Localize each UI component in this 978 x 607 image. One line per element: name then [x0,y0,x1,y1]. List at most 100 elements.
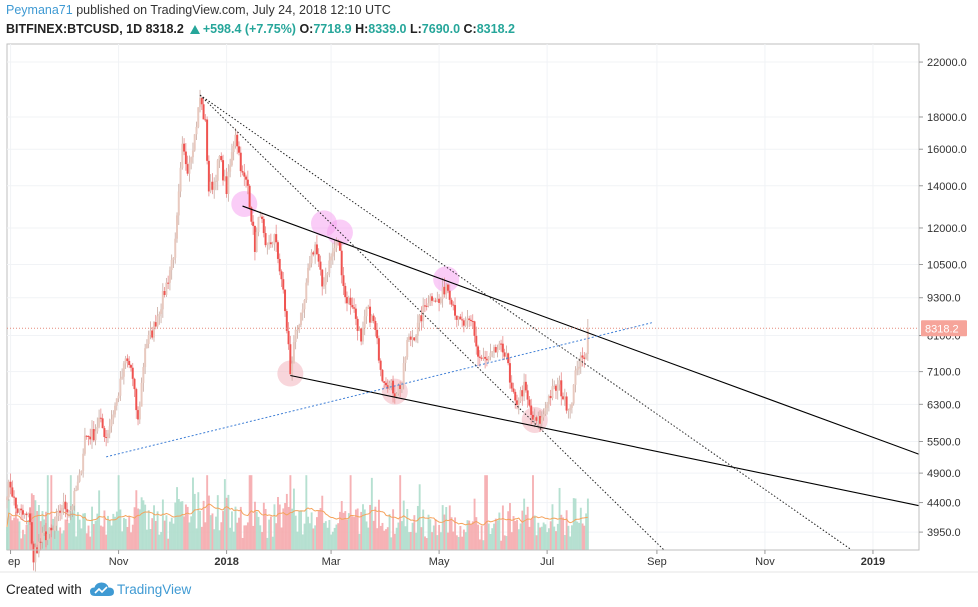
volume-bar [186,506,189,550]
volume-bar [317,510,320,550]
candle-body [29,513,32,523]
volume-bar [567,525,570,550]
volume-bar [112,513,115,550]
volume-bar [509,503,511,550]
candle-body [298,325,301,330]
volume-bar [114,516,117,550]
volume-bar [349,475,352,550]
candle-body [76,481,79,491]
volume-bar [271,536,274,550]
volume-bar [572,498,575,550]
candle-body [108,426,111,434]
volume-bar [370,477,373,550]
volume-bar [268,519,271,550]
volume-bar [275,523,278,550]
volume-bar [231,511,233,550]
tradingview-brand[interactable]: TradingView [117,582,192,597]
candle-body [206,119,209,161]
candle-body [516,400,519,405]
candle-body [174,238,177,258]
candle-body [471,320,474,322]
candle-body [494,347,497,353]
volume-bar [296,531,299,550]
candle-body [484,356,487,359]
candle-body [585,353,588,359]
candle-body [11,487,14,497]
candle-body [266,242,269,246]
volume-bar [390,537,393,550]
candle-body [264,233,267,246]
volume-bar [392,509,395,550]
volume-bar [60,533,63,550]
volume-bar [441,505,444,550]
volume-bar [239,506,242,550]
cloud-logo-icon[interactable] [89,581,115,599]
volume-bar [431,532,434,550]
volume-bar [103,510,106,550]
up-arrow-icon [189,25,200,34]
price-chart[interactable]: 22000.0 18000.0 16000.0 14000.0 12000.0 10500… [0,0,978,573]
candle-body [234,134,237,146]
candle-body [218,156,221,161]
candle-body [78,473,81,482]
candle-body [115,398,118,406]
volume-bar [526,506,529,550]
volume-bar [501,505,504,550]
volume-bar [18,521,21,550]
volume-bar [16,518,19,550]
volume-bar [450,517,453,550]
candle-body [455,315,458,320]
volume-bar [383,530,386,550]
candle-body [450,299,453,305]
volume-bar [236,522,239,550]
volume-bar [385,529,387,550]
candle-body [535,417,538,421]
candle-body [314,244,317,255]
candle-body [315,244,318,255]
volume-bar [27,520,30,550]
candle-body [213,182,216,190]
candle-body [586,328,589,354]
volume-bar [530,519,533,550]
volume-bar [68,523,70,550]
volume-bar [142,500,145,550]
volume-bar [379,525,382,550]
candle-body [269,242,272,245]
volume-bar [170,517,173,550]
candle-body [487,356,490,361]
volume-bar [447,532,449,550]
candle-body [184,151,187,165]
candle-body [501,343,504,353]
candle-body [542,414,545,418]
volume-bar [484,475,487,550]
candle-body [167,282,170,284]
volume-bar [425,538,428,550]
volume-bar [333,527,336,550]
candle-body [469,319,472,321]
volume-bar [145,529,148,550]
volume-bar [569,536,572,550]
volume-bar [500,540,503,550]
candle-body [344,285,347,298]
candle-body [517,401,520,405]
volume-bar [305,475,308,550]
time-tick-label: 2019 [861,556,885,568]
volume-bar [73,505,76,550]
candle-body [524,381,527,391]
volume-bar [386,527,389,550]
volume-bar [351,516,354,550]
volume-bar [140,497,143,550]
candle-body [299,312,302,326]
candle-body [340,250,343,276]
volume-bar [457,536,460,550]
candle-body [294,329,297,342]
volume-bar [153,505,155,550]
candle-body [292,341,295,364]
candle-body [358,328,361,331]
author-link[interactable]: Peymana71 [6,3,73,17]
volume-bar [571,525,573,550]
candle-body [393,393,396,397]
candle-body [287,330,290,345]
candle-body [98,417,101,427]
candle-body [50,527,53,531]
